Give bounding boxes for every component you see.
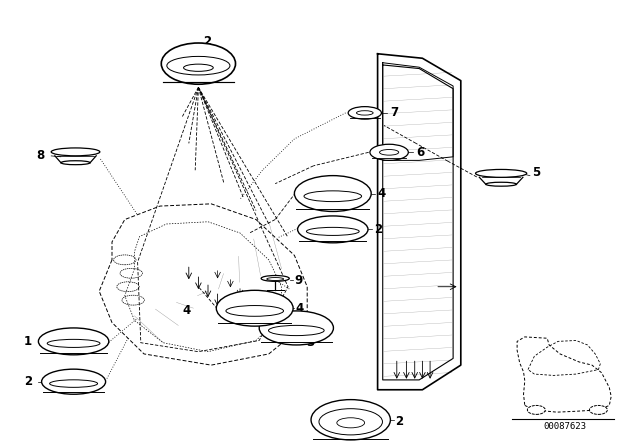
Text: 9: 9 (294, 273, 303, 287)
Text: 00087623: 00087623 (543, 422, 586, 431)
Ellipse shape (61, 161, 90, 165)
Ellipse shape (527, 405, 545, 414)
Text: 2: 2 (374, 223, 383, 236)
Ellipse shape (38, 328, 109, 355)
Ellipse shape (370, 144, 408, 160)
Ellipse shape (261, 276, 289, 281)
Ellipse shape (348, 107, 381, 119)
Text: 5: 5 (532, 166, 541, 179)
Text: 4: 4 (296, 302, 304, 315)
Text: 4: 4 (182, 303, 191, 317)
Ellipse shape (476, 169, 527, 177)
Text: 2: 2 (204, 34, 212, 48)
Text: 2: 2 (24, 375, 32, 388)
Text: 7: 7 (390, 106, 399, 120)
Ellipse shape (259, 311, 333, 345)
Ellipse shape (589, 405, 607, 414)
Ellipse shape (486, 182, 516, 186)
Text: 3: 3 (306, 336, 314, 349)
Text: 6: 6 (416, 146, 424, 159)
Text: 8: 8 (36, 149, 45, 163)
Ellipse shape (311, 400, 390, 440)
Ellipse shape (298, 216, 368, 243)
Text: 4: 4 (378, 187, 386, 200)
Ellipse shape (51, 148, 100, 156)
Ellipse shape (42, 369, 106, 394)
Text: 2: 2 (396, 414, 404, 428)
Text: 1: 1 (24, 335, 32, 348)
Ellipse shape (161, 43, 236, 84)
Ellipse shape (294, 176, 371, 211)
Ellipse shape (216, 290, 293, 326)
